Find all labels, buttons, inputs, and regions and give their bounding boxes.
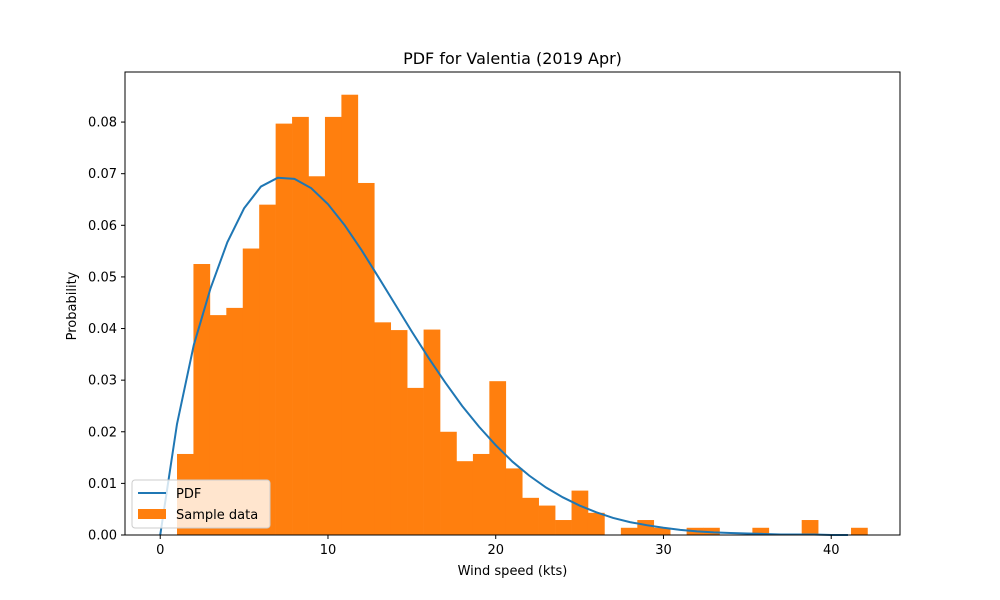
histogram-bar: [620, 527, 638, 535]
histogram-bar: [226, 307, 244, 535]
histogram-bar: [653, 527, 671, 535]
histogram-bar: [341, 94, 359, 536]
histogram-bar: [587, 512, 605, 535]
y-tick-label: 0.02: [88, 425, 117, 440]
histogram-bar: [407, 387, 424, 535]
legend-sample-swatch: [138, 509, 166, 519]
histogram-bar: [390, 330, 408, 535]
histogram-bar: [538, 505, 556, 535]
chart-title: PDF for Valentia (2019 Apr): [403, 49, 622, 68]
histogram-bar: [357, 182, 375, 536]
histogram-bar: [259, 204, 276, 535]
plot-frame: [124, 71, 901, 536]
y-tick-label: 0.00: [88, 529, 117, 544]
legend: PDF Sample data: [131, 479, 271, 529]
histogram-bars: [177, 94, 868, 536]
histogram-bar: [456, 461, 474, 535]
histogram-bar: [308, 176, 326, 536]
x-tick-label: 20: [487, 543, 504, 558]
histogram-bar: [555, 520, 572, 535]
histogram-bar: [522, 497, 539, 535]
histogram-bar: [489, 381, 507, 535]
histogram-bar: [851, 527, 868, 535]
y-tick-label: 0.01: [88, 477, 117, 492]
x-tick-label: 40: [823, 543, 840, 558]
y-tick-label: 0.05: [88, 270, 117, 285]
y-axis-label: Probability: [65, 271, 80, 340]
histogram-bar: [292, 116, 309, 535]
x-axis: 0 10 20 30 40: [156, 535, 839, 558]
x-tick-label: 30: [655, 543, 672, 558]
pdf-line: [159, 176, 848, 536]
y-tick-label: 0.04: [88, 322, 117, 337]
histogram-bar: [374, 322, 392, 535]
histogram-bar: [472, 453, 490, 535]
histogram-bar: [637, 520, 655, 535]
histogram-bar: [275, 123, 293, 535]
y-tick-label: 0.06: [88, 219, 117, 234]
y-tick-label: 0.08: [88, 116, 117, 131]
legend-sample-label: Sample data: [176, 508, 258, 523]
x-axis-label: Wind speed (kts): [458, 564, 568, 579]
histogram-bar: [423, 329, 441, 535]
pdf-line-group: [159, 176, 848, 536]
histogram-bar: [571, 490, 589, 535]
y-tick-label: 0.03: [88, 374, 117, 389]
x-tick-label: 10: [320, 543, 337, 558]
legend-pdf-label: PDF: [176, 487, 201, 502]
histogram-bar: [324, 116, 342, 535]
y-axis: 0.00 0.01 0.02 0.03 0.04 0.05 0.06 0.07 0.08: [88, 116, 125, 544]
legend-box: [131, 479, 271, 529]
histogram-bar: [242, 248, 260, 535]
histogram-bar: [440, 431, 457, 535]
histogram-bar: [801, 520, 819, 535]
y-tick-label: 0.07: [88, 167, 117, 182]
histogram-bar: [505, 468, 523, 535]
x-tick-label: 0: [156, 543, 164, 558]
histogram-bar: [752, 527, 770, 535]
